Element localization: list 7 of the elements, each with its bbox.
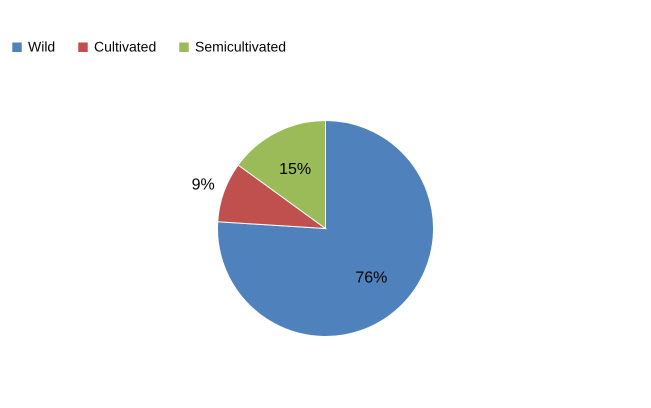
- data-label: 9%: [192, 176, 215, 194]
- data-label: 76%: [355, 269, 388, 286]
- legend-label: Semicultivated: [195, 38, 286, 54]
- legend-label: Cultivated: [94, 38, 156, 54]
- legend-label: Wild: [28, 38, 56, 54]
- data-label: 15%: [279, 160, 312, 178]
- pie-slice: [217, 120, 434, 337]
